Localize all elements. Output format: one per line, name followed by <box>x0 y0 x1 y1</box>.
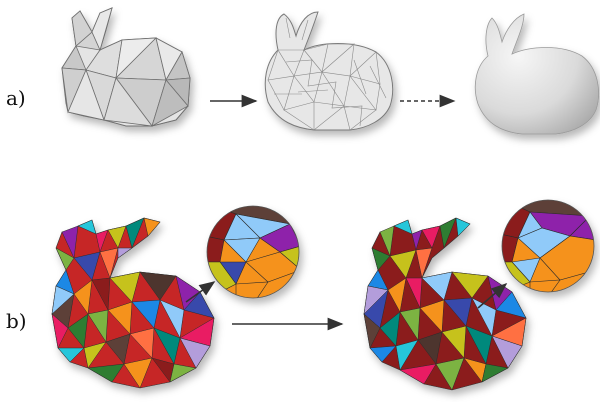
color-faceted-bunny-coarse <box>51 217 215 389</box>
row-a-label: a) <box>6 86 26 110</box>
callout-arrow-right <box>477 282 508 309</box>
zoom-detail-left <box>206 205 300 299</box>
zoom-detail-right <box>501 199 595 293</box>
color-faceted-bunny-refined <box>363 217 527 391</box>
subdivided-bunny <box>264 11 394 131</box>
row-b-label: b) <box>6 309 27 333</box>
smooth-limit-bunny <box>474 13 599 135</box>
callout-arrow-left <box>185 281 216 303</box>
coarse-faceted-bunny <box>61 7 191 127</box>
